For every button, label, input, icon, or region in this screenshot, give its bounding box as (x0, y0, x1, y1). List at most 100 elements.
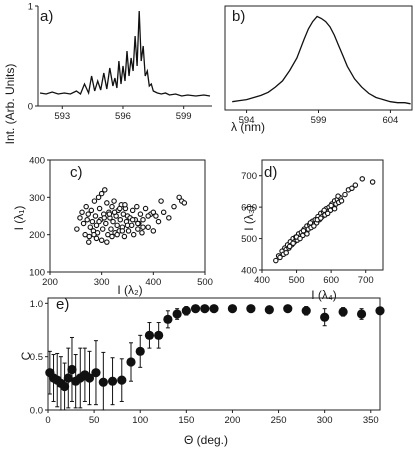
panel-c-ytick-label: 400 (29, 156, 45, 167)
panel-c-ytick-label: 300 (29, 193, 45, 204)
panel-e-xtick-label: 150 (178, 415, 194, 426)
panel-e-point (181, 306, 191, 316)
panel-c-ylabel: I (λ₁) (12, 206, 26, 231)
panel-c-point (86, 239, 92, 245)
panel-c-point (96, 218, 102, 225)
panel-e-ytick-label: 0.5 (30, 352, 43, 363)
panel-c-point (86, 233, 93, 240)
panel-d: d) I (λ₃) I (λ₄) 400 500 600 700 400 500 600 70… (241, 159, 384, 302)
panel-c-point (74, 226, 80, 232)
panel-e-point (200, 304, 210, 314)
panel-c-xtick-label: 200 (42, 277, 58, 288)
panel-c-point (129, 216, 136, 223)
panel-c-point (135, 220, 141, 227)
panel-c-point (160, 209, 167, 216)
panel-b-label: b) (232, 8, 245, 25)
panel-e-point (320, 312, 330, 322)
panel-e-point (227, 304, 238, 314)
panel-b-xtick-label: 604 (382, 115, 398, 126)
panel-e-point (246, 304, 256, 314)
panel-e-point (338, 307, 348, 317)
panel-c-point (114, 231, 120, 238)
panel-c-point (80, 220, 87, 227)
panel-e-point (154, 330, 164, 340)
panel-d-point (273, 257, 279, 264)
panel-c-ytick-label: 200 (29, 230, 45, 241)
shared-xlabel-ab: λ (nm) (231, 120, 265, 134)
panel-c-axis-frame (49, 159, 206, 273)
panel-c-point (166, 215, 172, 221)
panel-c-point (95, 194, 102, 201)
panel-e-xtick-label: 100 (132, 415, 148, 426)
panel-c-point (87, 224, 94, 230)
panel-d-point (283, 249, 289, 256)
panel-e-ytick-label: 1.0 (30, 299, 43, 310)
panel-c-point (124, 222, 131, 229)
panel-c-point (145, 224, 151, 230)
panel-d-ytick-label: 600 (241, 203, 257, 214)
panel-c-point (171, 203, 177, 210)
panel-d-point (311, 223, 317, 229)
panel-c-point (134, 203, 140, 210)
panel-d-ylabel: I (λ₃) (242, 205, 256, 231)
panel-a-ytick-label: 1 (28, 2, 33, 13)
panel-a-xtick-label: 596 (115, 111, 131, 122)
panel-c-point (176, 194, 182, 201)
panel-d-point (352, 182, 359, 188)
panel-e-point (172, 309, 182, 319)
panel-d-point (290, 240, 296, 247)
panel-e-point (67, 364, 77, 375)
panel-e-point (63, 373, 73, 383)
panel-b-xtick-label: 594 (239, 115, 255, 126)
panel-c-point (96, 205, 103, 212)
panel-e-point (117, 375, 127, 385)
panel-c: c) I (λ₁) I (λ₂) 200 300 400 50010020030040… (12, 156, 213, 298)
panel-e-point (107, 376, 118, 386)
panel-e-label: e) (56, 296, 69, 313)
panel-c-point (109, 203, 115, 210)
panel-c-point (153, 213, 159, 219)
panel-c-point (104, 239, 110, 245)
panel-c-point (140, 224, 146, 230)
panel-e-point (135, 346, 145, 356)
panel-c-point (121, 233, 128, 240)
panel-c-point (145, 213, 151, 219)
panel-e-point (144, 330, 155, 340)
panel-d-point (321, 207, 327, 214)
panel-c-label: c) (70, 164, 83, 181)
panel-d-xtick-label: 700 (358, 275, 374, 286)
panel-e-ytick-label: 0.0 (30, 406, 43, 417)
panel-c-point (85, 211, 91, 217)
panel-c-point (89, 218, 96, 225)
panel-c-point (110, 218, 116, 225)
panel-a-xtick-label: 599 (176, 111, 192, 122)
panel-d-point (300, 227, 307, 234)
panel-c-point (83, 203, 89, 210)
panel-e-xlabel: Θ (deg.) (184, 433, 228, 447)
panel-e: e) C Θ (deg.) 0 50 100 150 200 250 300 350 0.0 0.… (19, 296, 385, 447)
panel-c-point (129, 207, 136, 214)
panel-d-xtick-label: 400 (254, 275, 270, 286)
panel-e-point (375, 306, 385, 316)
panel-c-point (142, 205, 149, 212)
panel-e-point (209, 304, 219, 314)
panel-c-point (98, 237, 105, 244)
panel-d-point (324, 210, 331, 217)
panel-e-xtick-label: 0 (45, 415, 50, 426)
panel-c-point (111, 198, 117, 204)
panel-d-point (297, 235, 303, 242)
panel-c-point (103, 220, 109, 227)
panel-c-point (114, 222, 120, 229)
panel-d-ytick-label: 400 (241, 266, 257, 277)
panel-d-point (335, 193, 341, 199)
panel-d-xlabel: I (λ₄) (311, 288, 337, 302)
panel-a-spectrum-line (39, 10, 211, 97)
panel-c-point (139, 230, 145, 236)
panel-d-point (318, 215, 324, 221)
panel-d-point (307, 220, 314, 226)
panel-c-point (135, 226, 141, 232)
panel-c-point (77, 215, 83, 221)
panel-d-xtick-label: 500 (289, 275, 305, 286)
panel-e-point (98, 377, 108, 387)
panel-e-point (126, 357, 136, 367)
